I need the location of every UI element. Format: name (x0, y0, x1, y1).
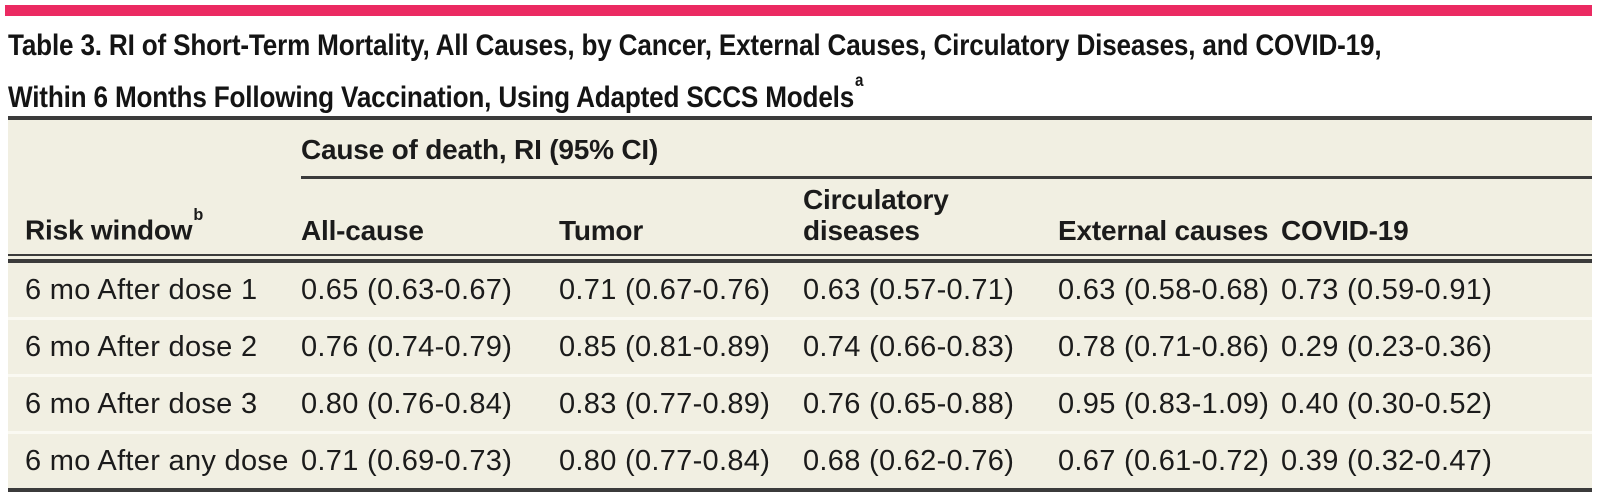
title-text-line-1: Table 3. RI of Short-Term Mortality, All… (8, 29, 1382, 62)
stub-footnote-marker: b (193, 206, 204, 225)
value-cell: 0.68 (0.62-0.76) (803, 430, 1058, 490)
accent-bar (5, 5, 1592, 16)
row-label: 6 mo After dose 2 (8, 316, 301, 375)
table-row: 6 mo After dose 3 0.80 (0.76-0.84) 0.83 … (8, 373, 1593, 432)
value-cell: 0.29 (0.23-0.36) (1281, 316, 1593, 375)
row-label: 6 mo After dose 1 (8, 258, 301, 318)
column-header-risk-window: Risk windowb (8, 177, 301, 256)
value-cell: 0.80 (0.77-0.84) (559, 430, 803, 490)
mortality-table: Cause of death, RI (95% CI) Risk windowb… (8, 116, 1593, 492)
value-cell: 0.71 (0.69-0.73) (301, 430, 559, 490)
value-cell: 0.80 (0.76-0.84) (301, 373, 559, 432)
value-cell: 0.63 (0.57-0.71) (803, 258, 1058, 318)
value-cell: 0.83 (0.77-0.89) (559, 373, 803, 432)
table-row: 6 mo After dose 1 0.65 (0.63-0.67) 0.71 … (8, 258, 1593, 318)
value-cell: 0.73 (0.59-0.91) (1281, 258, 1593, 318)
row-label: 6 mo After dose 3 (8, 373, 301, 432)
value-cell: 0.65 (0.63-0.67) (301, 258, 559, 318)
spanner-header-row: Cause of death, RI (95% CI) (8, 118, 1593, 179)
spanner-stub-empty-cell (8, 118, 301, 178)
value-cell: 0.40 (0.30-0.52) (1281, 373, 1593, 432)
row-label: 6 mo After any dose (8, 430, 301, 490)
value-cell: 0.76 (0.65-0.88) (803, 373, 1058, 432)
column-header-covid-19: COVID-19 (1281, 177, 1593, 256)
value-cell: 0.95 (0.83-1.09) (1058, 373, 1281, 432)
value-cell: 0.74 (0.66-0.83) (803, 316, 1058, 375)
value-cell: 0.63 (0.58-0.68) (1058, 258, 1281, 318)
column-header-row: Risk windowb All-cause Tumor Circulatory… (8, 177, 1593, 256)
stub-header-label: Risk window (25, 214, 193, 246)
value-cell: 0.39 (0.32-0.47) (1281, 430, 1593, 490)
value-cell: 0.67 (0.61-0.72) (1058, 430, 1281, 490)
value-cell: 0.85 (0.81-0.89) (559, 316, 803, 375)
column-header-circulatory-diseases: Circulatory diseases (803, 177, 1058, 256)
value-cell: 0.76 (0.74-0.79) (301, 316, 559, 375)
value-cell: 0.71 (0.67-0.76) (559, 258, 803, 318)
title-footnote-marker: a (854, 70, 864, 91)
title-line-1: Table 3. RI of Short-Term Mortality, All… (8, 24, 1395, 68)
table-title: Table 3. RI of Short-Term Mortality, All… (8, 24, 1602, 120)
column-header-all-cause: All-cause (301, 177, 559, 256)
column-header-external-causes: External causes (1058, 177, 1281, 256)
value-cell: 0.78 (0.71-0.86) (1058, 316, 1281, 375)
spanner-header: Cause of death, RI (95% CI) (301, 118, 1593, 179)
column-header-tumor: Tumor (559, 177, 803, 256)
table-row: 6 mo After any dose 0.71 (0.69-0.73) 0.8… (8, 430, 1593, 490)
title-line-2: Within 6 Months Following Vaccination, U… (8, 68, 1395, 120)
table-row: 6 mo After dose 2 0.76 (0.74-0.79) 0.85 … (8, 316, 1593, 375)
title-text-line-2: Within 6 Months Following Vaccination, U… (8, 81, 855, 114)
